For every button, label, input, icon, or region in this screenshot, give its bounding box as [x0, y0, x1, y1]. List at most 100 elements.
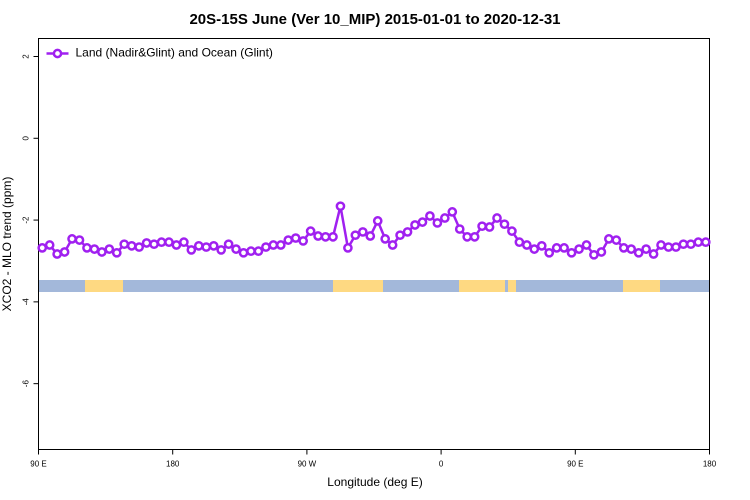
land-band	[85, 280, 123, 292]
data-point	[44, 240, 55, 250]
data-point	[164, 237, 174, 248]
data-point	[581, 240, 592, 250]
data-point	[417, 217, 428, 227]
data-point	[536, 240, 547, 251]
data-point	[626, 244, 637, 254]
data-point	[246, 246, 256, 257]
land-band	[333, 280, 383, 292]
data-point	[395, 230, 405, 241]
data-point	[216, 245, 227, 255]
data-point	[268, 240, 279, 250]
data-point	[238, 247, 249, 258]
data-point	[134, 242, 144, 252]
data-point	[402, 227, 413, 237]
data-point	[551, 243, 562, 253]
data-point	[589, 249, 599, 260]
data-point	[97, 247, 107, 257]
data-point	[544, 247, 555, 258]
data-point	[521, 240, 532, 250]
data-point	[59, 247, 70, 257]
data-point	[328, 231, 338, 242]
y-tick-label: -6	[22, 380, 31, 388]
data-point	[663, 242, 674, 252]
x-axis-label: Longitude (deg E)	[327, 475, 422, 489]
data-point	[559, 243, 569, 253]
data-point	[298, 236, 309, 246]
data-point	[439, 213, 450, 223]
data-point	[305, 226, 316, 236]
data-point	[193, 240, 204, 251]
data-point	[126, 240, 137, 251]
data-point	[67, 234, 77, 244]
data-point	[618, 243, 629, 253]
y-tick-label: 2	[22, 54, 31, 59]
data-point	[499, 219, 510, 230]
y-tick-label: 0	[22, 136, 31, 141]
data-point	[201, 242, 212, 252]
x-tick-label: 180	[166, 460, 180, 469]
data-point	[223, 239, 234, 250]
data-point	[566, 247, 577, 258]
y-tick-label: -4	[22, 298, 31, 306]
data-point	[425, 211, 435, 221]
data-point	[335, 201, 346, 212]
data-point	[641, 244, 651, 254]
data-point	[693, 237, 704, 248]
data-point	[686, 239, 696, 250]
data-point	[574, 244, 584, 254]
legend-marker	[52, 48, 63, 59]
data-point	[678, 239, 689, 250]
data-point	[529, 244, 540, 254]
data-point	[74, 235, 85, 245]
data-point	[119, 239, 130, 250]
data-point	[432, 218, 443, 228]
data-point	[283, 235, 294, 245]
data-point	[320, 231, 331, 242]
data-point	[447, 207, 458, 217]
land-band	[623, 280, 660, 292]
data-point	[253, 246, 264, 257]
data-point	[89, 244, 100, 254]
data-point	[514, 237, 525, 248]
data-point	[700, 237, 711, 248]
data-point	[208, 240, 219, 251]
data-point	[372, 216, 383, 226]
data-point	[671, 242, 681, 252]
data-point	[179, 237, 189, 248]
data-point	[186, 245, 197, 255]
y-tick-label: -2	[22, 216, 31, 224]
data-point	[149, 239, 159, 250]
data-point	[492, 213, 502, 223]
data-point	[596, 247, 607, 257]
x-tick-label: 0	[439, 460, 444, 469]
data-point	[477, 221, 487, 232]
data-point	[604, 234, 614, 244]
x-tick-label: 180	[703, 460, 717, 469]
data-point	[611, 235, 622, 245]
x-tick-label: 90 E	[567, 460, 583, 469]
data-point	[410, 220, 420, 230]
chart-title: 20S-15S June (Ver 10_MIP) 2015-01-01 to …	[189, 11, 560, 28]
data-point	[37, 243, 48, 253]
data-point	[290, 233, 301, 243]
data-point	[52, 249, 62, 259]
data-point	[648, 249, 659, 259]
x-tick-label: 90 W	[298, 460, 317, 469]
legend-label: Land (Nadir&Glint) and Ocean (Glint)	[76, 46, 273, 60]
data-point	[633, 247, 644, 258]
data-point	[275, 240, 286, 250]
data-point	[111, 247, 122, 258]
data-point	[656, 240, 666, 250]
data-point	[261, 242, 271, 252]
data-point	[313, 231, 323, 241]
data-point	[350, 230, 361, 241]
data-point	[156, 237, 167, 248]
data-point	[365, 231, 376, 241]
data-point	[82, 243, 92, 253]
data-point	[141, 238, 152, 248]
data-point	[104, 244, 115, 254]
data-point	[507, 226, 517, 236]
data-point	[454, 224, 465, 234]
y-axis-label: XCO2 - MLO trend (ppm)	[0, 177, 14, 312]
